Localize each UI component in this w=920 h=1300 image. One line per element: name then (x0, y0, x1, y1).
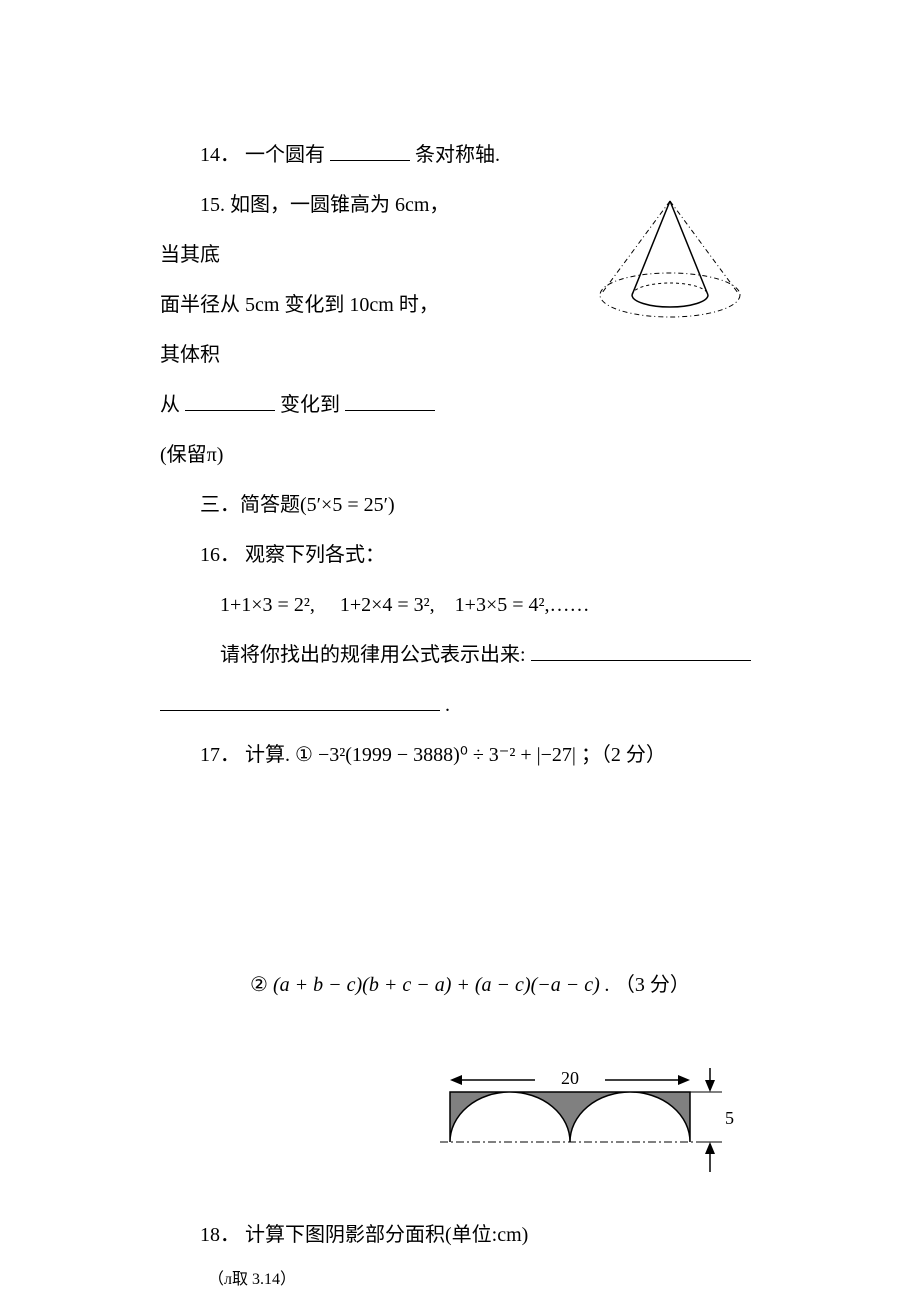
q17-part1-points: ；（2 分） (581, 744, 666, 766)
q18-note: （л取 3.14） (208, 1271, 296, 1288)
q16-equations: 1+1×3 = 2², 1+2×4 = 3², 1+3×5 = 4²,…… (160, 580, 760, 630)
q17-part2-formula: (a + b − c)(b + c − a) + (a − c)(−a − c)… (273, 974, 615, 996)
dim-right-top-arrow (705, 1080, 715, 1092)
q16-period: . (445, 694, 450, 716)
q15-line2: 面半径从 5cm 变化到 10cm 时，其体积 (160, 280, 450, 380)
dim-top-left-arrow (450, 1075, 462, 1085)
q14-blank (330, 137, 410, 161)
q15-text3a: 从 (160, 394, 180, 416)
q16-blank2 (160, 687, 440, 711)
q15-line3: 从 变化到 (保留π) (160, 380, 450, 480)
q18-note-line: （л取 3.14） (160, 1260, 760, 1300)
q17-line1: 17． 计算. ① −3²(1999 − 3888)⁰ ÷ 3⁻² + |−27… (160, 730, 760, 780)
q15-blank2 (345, 387, 435, 411)
q14: 14． 一个圆有 条对称轴. (160, 130, 760, 180)
q17-part2-marker: ② (250, 974, 268, 996)
section3-label: 三．简答题(5′×5 = 25′) (200, 494, 395, 516)
cone-diagram (590, 195, 750, 325)
q14-text-after: 条对称轴. (415, 144, 500, 166)
q16-blank1 (531, 637, 751, 661)
q17-part2-points: （3 分） (615, 974, 690, 996)
q16-title: 观察下列各式： (245, 544, 385, 566)
q15-text3b: 变化到 (280, 394, 340, 416)
q16-prompt: 请将你找出的规律用公式表示出来: (220, 644, 526, 666)
q17-title: 计算. (245, 744, 290, 766)
q15-block: 15. 如图，一圆锥高为 6cm，当其底 面半径从 5cm 变化到 10cm 时… (160, 180, 450, 480)
q18-title: 计算下图阴影部分面积(单位:cm) (245, 1224, 528, 1246)
q15-number: 15. (200, 194, 225, 216)
q16-blank-line2: . (160, 680, 760, 730)
dim-top-right-arrow (678, 1075, 690, 1085)
q17-part1-formula: −3²(1999 − 3888)⁰ ÷ 3⁻² + |−27| (318, 744, 576, 766)
q15-line1: 15. 如图，一圆锥高为 6cm，当其底 (160, 180, 450, 280)
bridge-shade (450, 1092, 690, 1142)
q16-prompt-line: 请将你找出的规律用公式表示出来: (160, 630, 760, 680)
q17-line2: ② (a + b − c)(b + c − a) + (a − c)(−a − … (160, 960, 760, 1010)
q14-number: 14． (200, 144, 240, 166)
q14-text-before: 一个圆有 (245, 144, 325, 166)
q16-title-line: 16． 观察下列各式： (160, 530, 760, 580)
q15-text2: 面半径从 5cm 变化到 10cm 时，其体积 (160, 294, 439, 366)
q16-number: 16． (200, 544, 240, 566)
q18-title-line: 18． 计算下图阴影部分面积(单位:cm) (160, 1210, 760, 1260)
q15-text3c: (保留π) (160, 444, 223, 466)
q17-part1-marker: ① (295, 744, 313, 766)
dim-right-bot-arrow (705, 1142, 715, 1154)
q18-number: 18． (200, 1224, 240, 1246)
dim-5-label: 5 (725, 1108, 734, 1128)
bridge-diagram: 20 5 (430, 1062, 760, 1192)
q16-eq-text: 1+1×3 = 2², 1+2×4 = 3², 1+3×5 = 4²,…… (220, 594, 590, 616)
section3-header: 三．简答题(5′×5 = 25′) (160, 480, 760, 530)
q17-number: 17． (200, 744, 240, 766)
q17-workspace1 (160, 780, 760, 960)
q15-blank1 (185, 387, 275, 411)
dim-20-label: 20 (561, 1068, 579, 1088)
